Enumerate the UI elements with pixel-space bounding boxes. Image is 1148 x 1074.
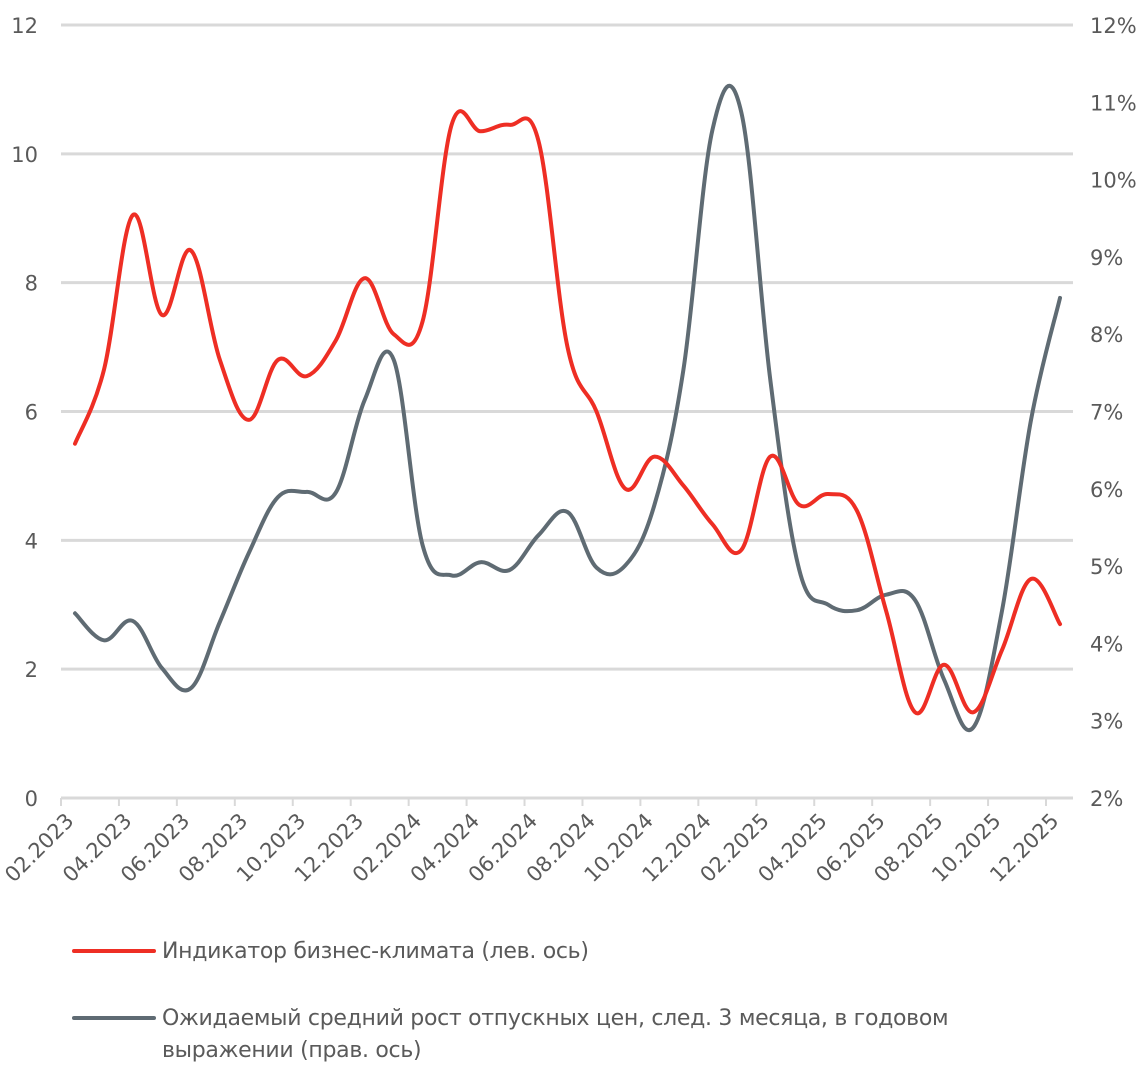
series-lines — [73, 84, 1062, 733]
right-axis-tick-label: 8% — [1090, 323, 1123, 347]
right-y-axis: 2% 3% 4% 5% 6% 7% 8% 9% 10% 11% 12% — [1090, 14, 1137, 811]
legend-item-price-growth: Ожидаемый средний рост отпускных цен, сл… — [72, 1003, 1082, 1067]
right-axis-tick-label: 3% — [1090, 710, 1123, 734]
left-axis-tick-label: 6 — [25, 401, 38, 425]
right-axis-tick-label: 11% — [1090, 91, 1137, 115]
left-axis-tick-label: 2 — [25, 658, 38, 682]
left-axis-tick-label: 8 — [25, 272, 38, 296]
line-chart: 02.202304.202306.202308.202310.202312.20… — [0, 14, 1137, 887]
legend-label: Индикатор бизнес-климата (лев. ось) — [162, 939, 589, 964]
left-axis-tick-label: 4 — [25, 529, 38, 553]
right-axis-tick-label: 9% — [1090, 246, 1123, 270]
left-y-axis: 0 2 4 6 8 10 12 — [11, 14, 38, 811]
left-axis-tick-label: 0 — [25, 787, 38, 811]
left-axis-tick-label: 10 — [11, 143, 38, 167]
legend-item-business-climate: Индикатор бизнес-климата (лев. ось) — [72, 936, 1082, 968]
legend-swatch-red — [72, 949, 156, 953]
right-axis-tick-label: 10% — [1090, 169, 1137, 193]
x-axis: 02.202304.202306.202308.202310.202312.20… — [0, 798, 1064, 887]
legend-swatch-grey — [72, 1016, 156, 1020]
right-axis-tick-label: 6% — [1090, 478, 1123, 502]
right-axis-tick-label: 12% — [1090, 14, 1137, 38]
left-axis-tick-label: 12 — [11, 14, 38, 38]
right-axis-tick-label: 5% — [1090, 555, 1123, 579]
series-line-business-climate — [73, 109, 1062, 716]
right-axis-tick-label: 4% — [1090, 632, 1123, 656]
series-line-price-growth — [73, 84, 1062, 733]
right-axis-tick-label: 7% — [1090, 401, 1123, 425]
legend-label: Ожидаемый средний рост отпускных цен, сл… — [162, 1006, 949, 1063]
right-axis-tick-label: 2% — [1090, 787, 1123, 811]
gridlines — [61, 23, 1073, 800]
